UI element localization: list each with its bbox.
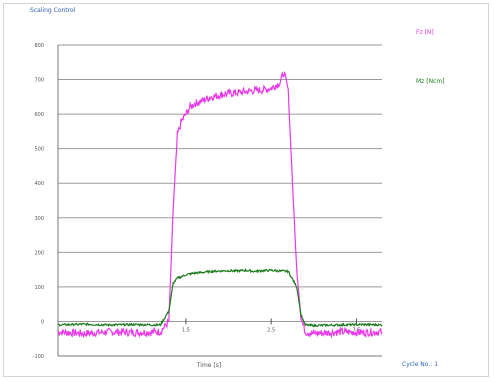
chart-title: Scaling Control (30, 7, 76, 14)
series-line-0 (57, 70, 383, 339)
series-line-1 (57, 267, 383, 328)
y-tick-label-8: 700 (34, 78, 44, 84)
x-tick-label-1: 2.5 (267, 327, 275, 333)
x-tick-label-0: 1.5 (182, 327, 190, 333)
y-tick-label-7: 600 (34, 112, 44, 118)
y-tick-label-2: 100 (34, 285, 44, 291)
legend-mz: Mz [Ncm] (416, 78, 445, 85)
cycle-number: Cycle No.: 1 (402, 361, 438, 368)
y-tick-label-9: 800 (34, 43, 44, 49)
y-tick-label-5: 400 (34, 181, 44, 187)
legend-fz: Fz [N] (416, 29, 434, 36)
x-axis-label: Time [s] (196, 362, 221, 369)
series-lines (57, 70, 383, 339)
x-tick-label-2: 3.5 (352, 327, 360, 333)
y-tick-label-4: 300 (34, 216, 44, 222)
y-tick-label-6: 500 (34, 147, 44, 153)
y-tick-label-1: 0 (41, 319, 44, 325)
y-tick-labels: -100 0 100 200 300 400 500 600 700 800 (33, 43, 44, 360)
grid (58, 44, 382, 357)
chart-frame: -100 0 100 200 300 400 500 600 700 800 1.5 2.5 3.5 … (3, 3, 489, 377)
y-tick-label-0: -100 (33, 354, 44, 360)
x-tick-labels: 1.5 2.5 3.5 (182, 327, 360, 333)
y-tick-label-3: 200 (34, 250, 44, 256)
axes (57, 45, 382, 357)
